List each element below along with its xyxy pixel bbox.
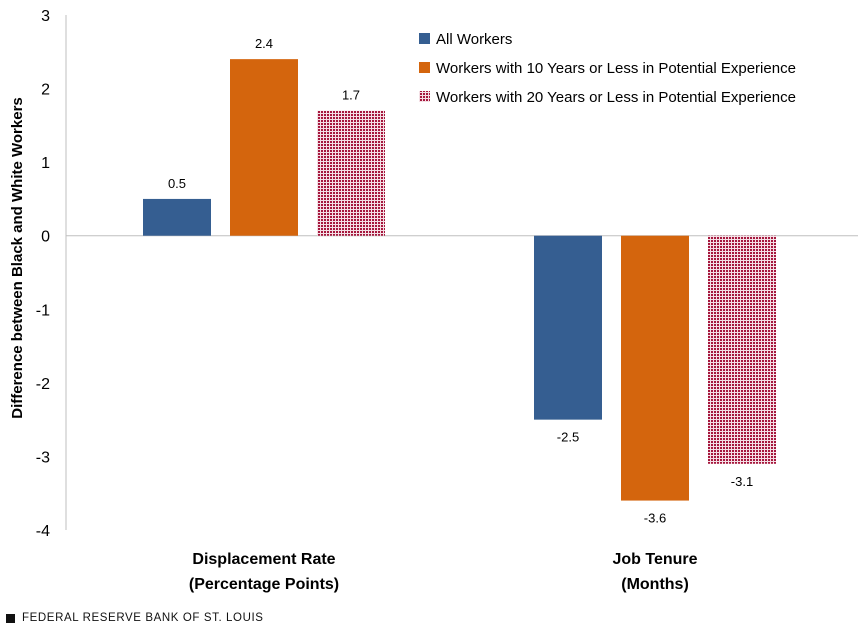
legend-swatch	[419, 91, 430, 102]
legend-label: Workers with 20 Years or Less in Potenti…	[436, 89, 796, 106]
bar	[621, 235, 689, 501]
y-tick-label: -3	[36, 449, 50, 466]
x-axis: Displacement Rate (Percentage Points) Job …	[189, 551, 698, 593]
y-axis: 3 2 1 0 -1 -2 -3 -4	[36, 8, 50, 540]
y-tick-label: 1	[41, 155, 50, 172]
x-category-label: Displacement Rate	[192, 551, 335, 568]
bar	[230, 59, 298, 236]
y-tick-label: -1	[36, 302, 50, 319]
data-label: -3.6	[644, 511, 666, 526]
x-category-label: Job Tenure	[612, 551, 697, 568]
legend: All Workers Workers with 10 Years or Less…	[419, 31, 796, 106]
data-labels: 0.5 -2.5 2.4 -3.6 1.7 -3.1	[168, 36, 753, 525]
legend-swatch	[419, 33, 430, 44]
data-label: 2.4	[255, 36, 273, 51]
y-tick-label: -4	[36, 523, 50, 540]
data-label: -3.1	[731, 474, 753, 489]
legend-swatch	[419, 62, 430, 73]
bar	[534, 235, 602, 420]
bar	[708, 235, 776, 464]
y-tick-label: 0	[41, 229, 50, 246]
y-tick-label: 3	[41, 8, 50, 25]
y-tick-label: 2	[41, 82, 50, 99]
bar	[317, 110, 385, 236]
data-label: -2.5	[557, 430, 579, 445]
bar	[143, 198, 211, 236]
y-axis-title: Difference between Black and White Worke…	[9, 97, 26, 418]
data-label: 1.7	[342, 88, 360, 103]
x-category-label: (Months)	[621, 576, 689, 593]
legend-label: Workers with 10 Years or Less in Potenti…	[436, 60, 796, 77]
footer-source: FEDERAL RESERVE BANK OF ST. LOUIS	[22, 612, 264, 624]
data-label: 0.5	[168, 176, 186, 191]
legend-label: All Workers	[436, 31, 512, 48]
y-tick-label: -2	[36, 376, 50, 393]
x-category-label: (Percentage Points)	[189, 576, 339, 593]
footer-square-icon	[6, 613, 15, 623]
footer: FEDERAL RESERVE BANK OF ST. LOUIS	[6, 609, 264, 627]
bars	[143, 59, 776, 501]
